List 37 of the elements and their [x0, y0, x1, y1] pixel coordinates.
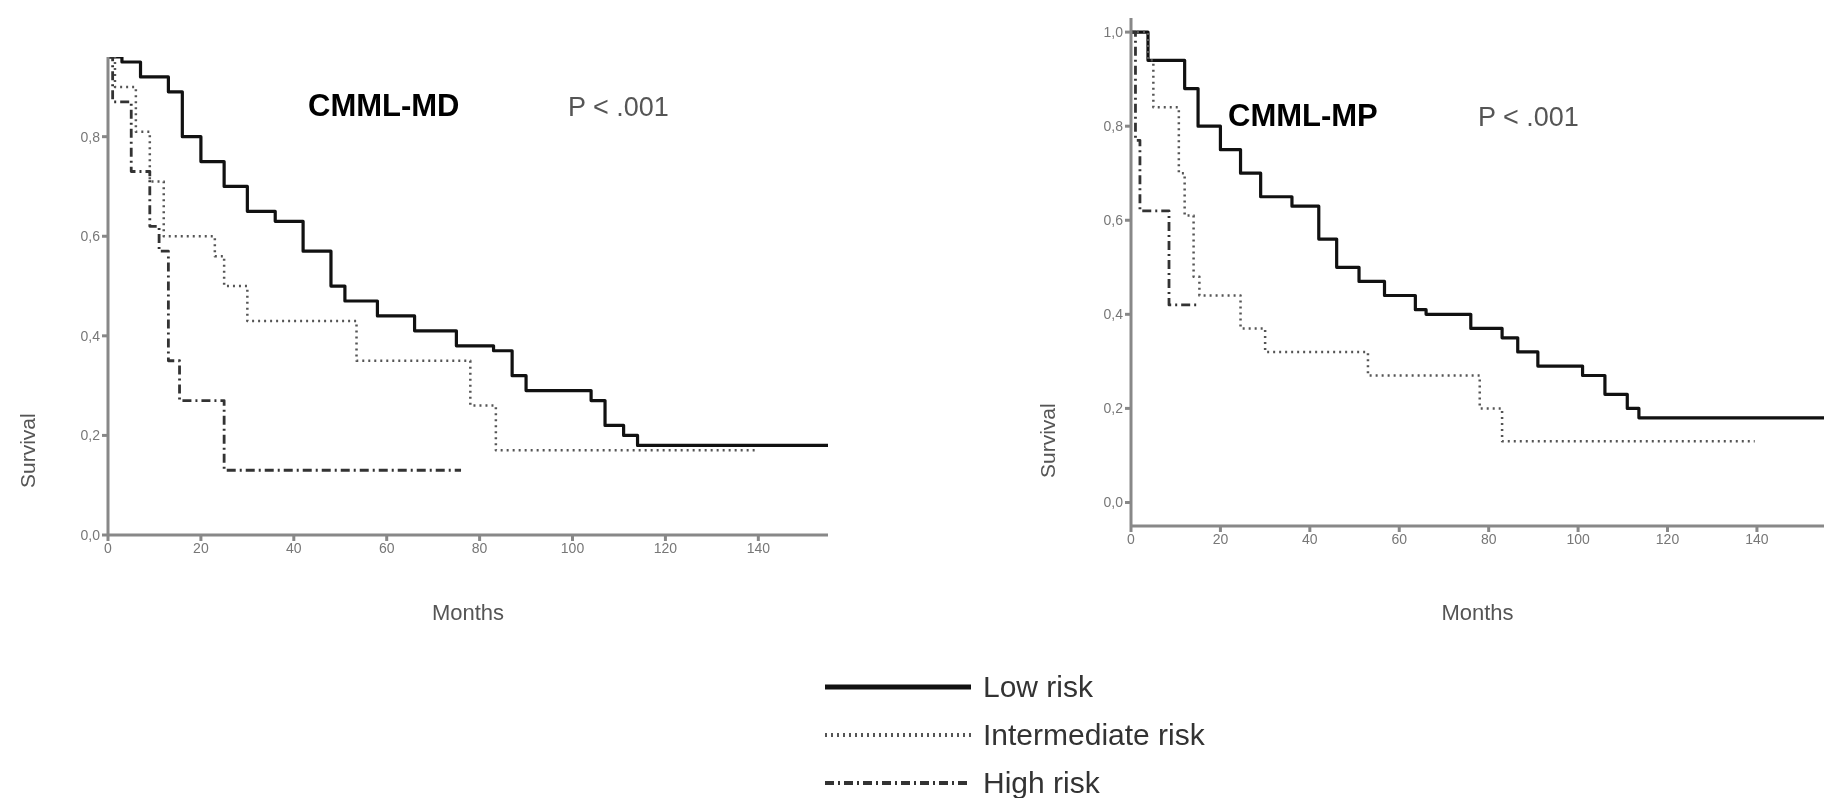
y-tick-label: 0,6: [80, 228, 101, 245]
x-tick-label: 120: [1655, 530, 1680, 547]
x-tick-label: 140: [1745, 530, 1769, 547]
y-tick-label: 0,8: [1103, 118, 1124, 135]
y-tick-label: 0,0: [80, 526, 101, 543]
x-axis-title: Months: [430, 600, 506, 626]
y-tick-label: 1,0: [1103, 24, 1124, 41]
y-tick-label: 0,4: [80, 327, 101, 344]
y-tick-label: 0,6: [1103, 212, 1124, 229]
x-tick-label: 40: [1302, 530, 1318, 547]
text: CMML-MD: [308, 88, 460, 124]
x-tick-label: 120: [653, 539, 678, 556]
x-tick-label: 60: [378, 539, 395, 556]
x-tick-label: 20: [193, 539, 209, 556]
text: CMML-MP: [1228, 98, 1378, 134]
x-tick-label: 100: [560, 539, 585, 556]
y-tick-label: 0,4: [1103, 306, 1124, 323]
y-tick-label: 0,2: [80, 427, 101, 444]
annotation: P < .001: [1478, 102, 1579, 133]
x-tick-label: 140: [746, 539, 771, 556]
x-axis-title: Months: [1440, 600, 1515, 626]
legend-label: Low risk: [983, 670, 1094, 704]
x-tick-label: 100: [1566, 530, 1590, 547]
x-tick-label: 80: [471, 539, 488, 556]
y-tick-label: 0,0: [1103, 494, 1124, 511]
x-tick-label: 0: [104, 539, 113, 556]
y-tick-label: 0,8: [80, 128, 101, 145]
x-tick-label: 60: [1391, 530, 1408, 547]
x-tick-label: 0: [1127, 530, 1136, 547]
y-tick-label: 0,2: [1103, 400, 1124, 417]
y-axis-title: Survival: [16, 413, 40, 488]
x-tick-label: 20: [1212, 530, 1229, 547]
legend-label: Intermediate risk: [983, 718, 1205, 752]
x-tick-label: 40: [286, 539, 302, 556]
y-axis-title: Survival: [1036, 403, 1060, 478]
x-tick-label: 80: [1480, 530, 1497, 547]
annotation: P < .001: [568, 92, 669, 123]
